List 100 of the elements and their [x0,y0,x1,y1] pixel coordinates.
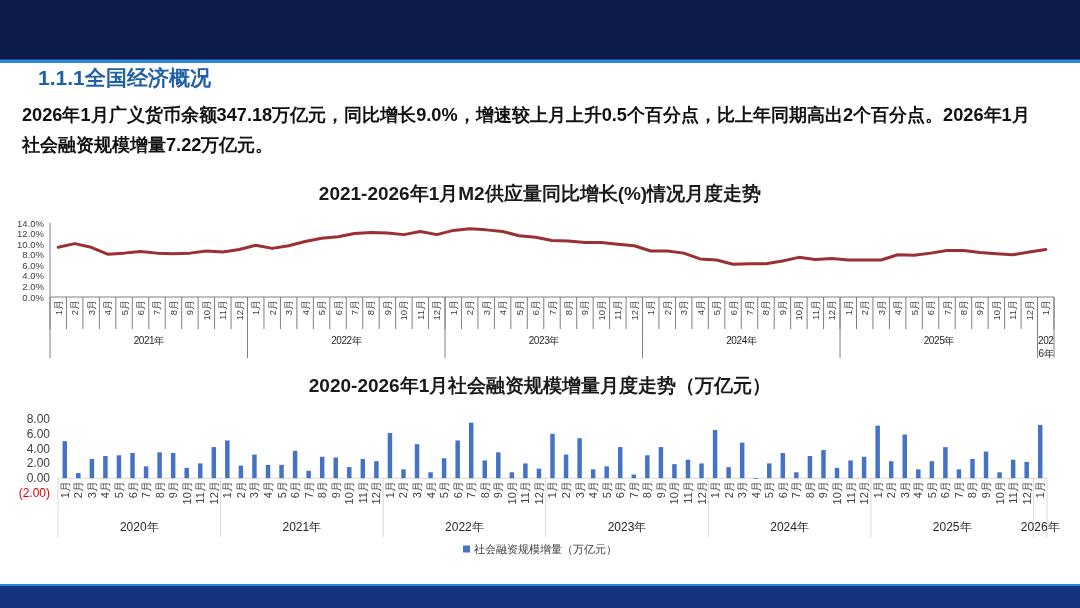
x-tick-label: 6月 [126,481,139,499]
x-tick-label: 8月 [803,481,816,499]
x-tick-label: 5月 [316,300,328,316]
x-tick-label: 2月 [397,481,410,499]
x-tick-label: 3月 [480,300,492,316]
x-tick-label: 7月 [302,481,315,499]
x-tick-label: 6月 [135,300,147,316]
x-tick-label: 4月 [299,300,311,316]
x-tick-label: 8月 [153,481,166,499]
x-tick-label: 10月 [668,481,681,505]
bar [794,472,799,479]
bar [726,467,731,479]
x-tick-label: 9月 [184,300,196,316]
bar [198,463,203,479]
x-tick-label: 2月 [859,300,871,316]
bar [306,470,311,479]
x-tick-label: 9月 [492,481,505,499]
x-tick-label: 6月 [530,300,542,316]
bar [279,464,284,479]
x-tick-label: 5月 [908,300,920,316]
x-tick-label: 5月 [513,300,525,316]
x-tick-label: 3月 [875,300,887,316]
x-tick-label: 4月 [892,300,904,316]
x-tick-label: 12月 [532,481,545,505]
x-tick-label: 12月 [207,481,220,505]
x-tick-label: 8月 [316,481,329,499]
x-tick-label: 4月 [102,300,114,316]
x-tick-label: 1月 [1034,481,1047,499]
x-tick-label: 2月 [72,481,85,499]
text: 2025年 [922,334,955,347]
x-tick-label: 5月 [118,300,130,316]
x-tick-label: 3月 [573,481,586,499]
x-tick-label: 7月 [790,481,803,499]
x-tick-label: 5月 [438,481,451,499]
text: 2026年 [1037,334,1054,360]
text: 2021年 [282,520,322,534]
x-tick-label: 8月 [760,300,772,316]
x-tick-label: 1月 [447,300,459,316]
x-tick-label: 9月 [381,300,393,316]
bar [970,458,975,479]
text: 2022年 [445,520,484,534]
x-tick-label: 11月 [194,481,207,504]
x-tick-label: 11月 [809,300,821,320]
x-tick-label: 12月 [1020,481,1033,505]
x-tick-label: 12月 [431,300,443,321]
text: 2025年 [932,520,972,534]
x-tick-label: 10月 [505,481,518,505]
x-tick-label: 12月 [826,300,838,321]
x-tick-label: 12月 [628,300,640,321]
x-tick-label: 2月 [234,481,247,499]
x-tick-label: 10月 [398,300,410,321]
chart-title: 2020-2026年1月社会融资规模增量月度走势（万亿元） [308,374,772,396]
bar [604,466,609,479]
x-tick-label: 11月 [844,481,857,504]
bar [943,447,948,479]
bar [130,453,135,479]
x-tick-label: 6月 [939,481,952,499]
x-tick-label: 2月 [266,300,278,316]
text: 2023年 [527,334,560,347]
bar [103,456,108,479]
x-tick-label: 5月 [711,300,723,316]
x-tick-label: 4月 [912,481,925,499]
x-tick-label: 9月 [817,481,830,499]
bar [848,460,853,479]
bar [1024,461,1029,479]
text: 2026年 [1020,520,1060,534]
x-tick-label: 10月 [200,300,212,321]
chart-title: 2021-2026年1月M2供应量同比增长(%)情况月度走势 [318,182,762,204]
x-tick-label: 1月 [842,300,854,316]
x-tick-label: 7月 [465,481,478,499]
x-tick-label: 8月 [562,300,574,316]
y-tick-label: 0.0% [22,291,45,303]
x-tick-label: 3月 [411,481,424,499]
x-tick-label: 9月 [974,300,986,316]
y-tick-label: 0.00 [26,471,51,486]
x-tick-label: 11月 [1007,300,1019,320]
x-tick-label: 5月 [763,481,776,499]
bar [956,469,962,479]
x-tick-label: 2月 [661,300,673,316]
x-tick-label: 10月 [180,481,193,505]
bar [441,458,447,479]
x-tick-label: 6月 [776,481,789,499]
x-tick-label: 1月 [250,300,262,316]
text: 1.1.1全国经济概况 [38,65,211,91]
x-tick-label: 9月 [329,481,342,499]
x-tick-label: 5月 [925,481,938,499]
x-tick-label: 4月 [749,481,762,499]
y-tick-label: 8.00 [26,412,51,426]
y-tick-label: 4.0% [22,270,45,282]
x-tick-label: 9月 [980,481,993,499]
x-tick-label: 10月 [993,481,1006,505]
x-tick-label: 3月 [85,300,97,316]
y-tick-label: 14.0% [17,217,45,229]
x-tick-label: 5月 [275,481,288,499]
y-tick-label: 6.00 [26,426,51,441]
bar [428,472,433,479]
x-tick-label: 8月 [365,300,377,316]
x-tick-label: 4月 [261,481,274,499]
x-tick-label: 12月 [858,481,871,505]
x-tick-label: 3月 [736,481,749,499]
